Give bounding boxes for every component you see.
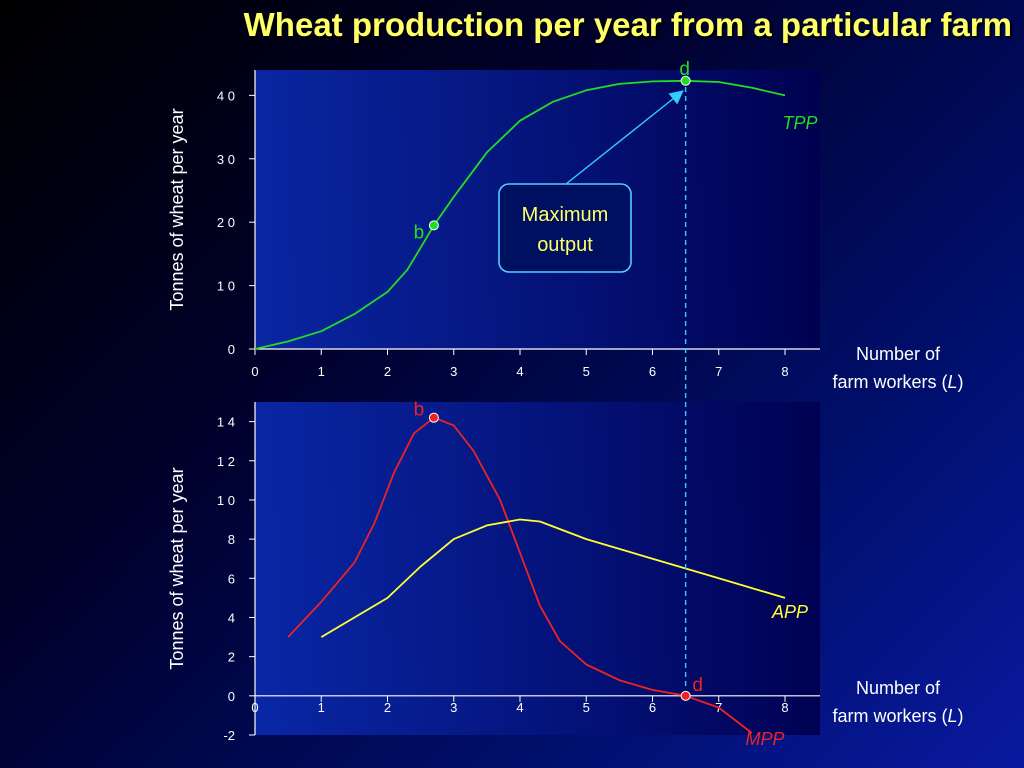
tpp-x-tick-label: 5 <box>583 364 590 379</box>
mpp-app-x-axis-title-line1: Number of <box>856 678 941 698</box>
max-output-arrow <box>565 90 684 185</box>
mpp-app-y-tick-label: 0 <box>228 689 235 704</box>
tpp-x-axis-title-line1: Number of <box>856 344 941 364</box>
tpp-x-tick-label: 8 <box>781 364 788 379</box>
tpp-x-axis-title-suffix: ) <box>958 372 964 392</box>
tpp-point-d <box>680 75 691 86</box>
mpp-app-x-tick-label: 3 <box>450 700 457 715</box>
tpp-x-tick-label: 3 <box>450 364 457 379</box>
tpp-y-axis-title: Tonnes of wheat per year <box>167 108 187 310</box>
mpp-app-point-b <box>428 412 439 423</box>
mpp-app-x-tick-label: 1 <box>318 700 325 715</box>
tpp-point-b <box>428 220 439 231</box>
mpp-app-y-tick-label: 1 0 <box>217 493 235 508</box>
mpp-app-plot-area <box>255 402 820 735</box>
mpp-app-y-tick-label: 8 <box>228 532 235 547</box>
mpp-app-x-axis-title-prefix: farm workers ( <box>832 706 947 726</box>
mpp-app-y-tick-label: 1 4 <box>217 415 235 430</box>
tpp-point-label-d: d <box>679 59 690 80</box>
max-output-callout-line2: output <box>537 234 593 256</box>
tpp-curve <box>254 79 786 350</box>
mpp-app-x-axis-title-line2: farm workers (L) <box>832 706 963 726</box>
mpp-curve <box>287 416 753 734</box>
mpp-app-point-label-b: b <box>414 400 425 421</box>
mpp-app-y-tick-label: 2 <box>228 650 235 665</box>
tpp-x-axis-title-line2: farm workers (L) <box>832 372 963 392</box>
mpp-app-point-d <box>680 690 691 701</box>
mpp-app-x-tick-label: 2 <box>384 700 391 715</box>
mpp-app-y-axis-title: Tonnes of wheat per year <box>167 467 187 669</box>
app-series-label: APP <box>771 602 808 622</box>
tpp-y-tick-label: 0 <box>228 342 235 357</box>
tpp-x-tick-label: 0 <box>251 364 258 379</box>
mpp-app-x-tick-label: 5 <box>583 700 590 715</box>
tpp-point-label-b: b <box>414 222 425 243</box>
mpp-app-x-tick-label: 8 <box>781 700 788 715</box>
tpp-y-tick-label: 3 0 <box>217 152 235 167</box>
mpp-app-y-tick-label: -2 <box>223 728 235 743</box>
tpp-x-tick-label: 2 <box>384 364 391 379</box>
mpp-app-x-axis-title-var: L <box>948 706 958 726</box>
tpp-x-axis-title-var: L <box>948 372 958 392</box>
mpp-app-point-label-d: d <box>692 675 703 696</box>
tpp-x-tick-label: 6 <box>649 364 656 379</box>
mpp-app-y-tick-label: 6 <box>228 571 235 586</box>
max-output-callout-line1: Maximum <box>522 204 609 226</box>
app-curve <box>320 518 786 638</box>
mpp-app-x-axis-title-suffix: ) <box>958 706 964 726</box>
tpp-x-tick-label: 1 <box>318 364 325 379</box>
tpp-series-label: TPP <box>782 113 817 133</box>
mpp-app-y-tick-label: 1 2 <box>217 454 235 469</box>
tpp-y-tick-label: 4 0 <box>217 88 235 103</box>
mpp-app-y-tick-label: 4 <box>228 610 235 625</box>
mpp-app-x-tick-label: 0 <box>251 700 258 715</box>
mpp-app-x-tick-label: 4 <box>516 700 523 715</box>
slide-title: Wheat production per year from a particu… <box>243 6 1012 43</box>
tpp-x-axis-title-prefix: farm workers ( <box>832 372 947 392</box>
max-output-callout-box <box>498 183 632 273</box>
mpp-app-x-tick-label: 6 <box>649 700 656 715</box>
tpp-y-tick-label: 1 0 <box>217 279 235 294</box>
mpp-series-label: MPP <box>745 729 784 749</box>
tpp-y-tick-label: 2 0 <box>217 215 235 230</box>
tpp-x-tick-label: 7 <box>715 364 722 379</box>
tpp-x-tick-label: 4 <box>516 364 523 379</box>
